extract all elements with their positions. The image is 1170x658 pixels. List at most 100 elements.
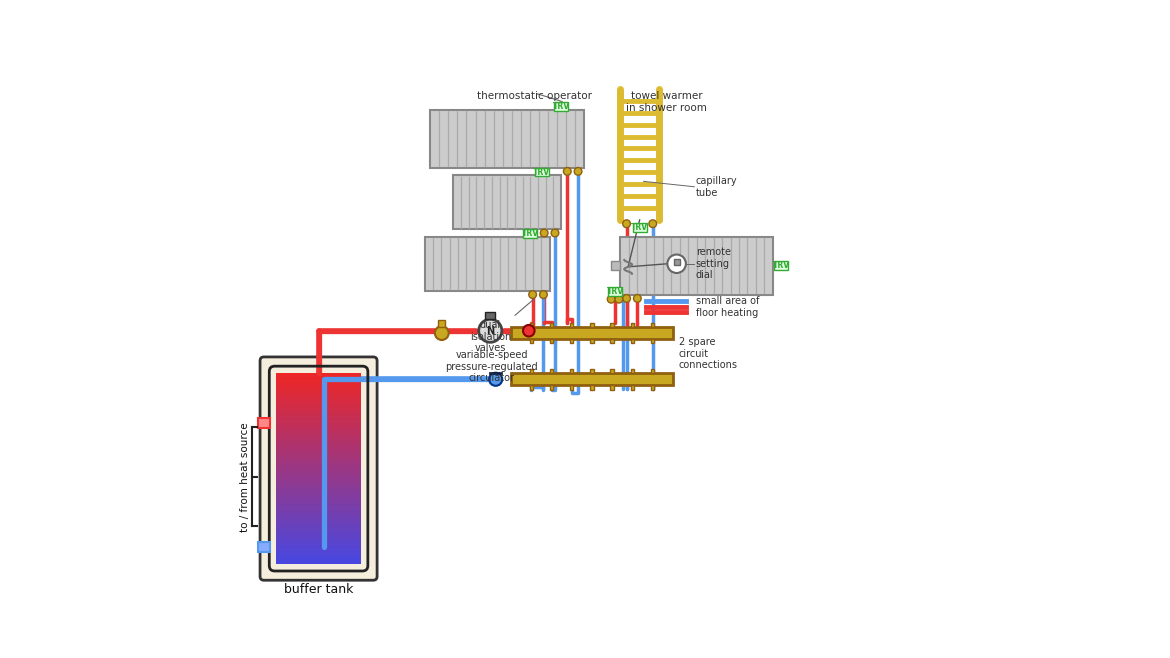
Bar [276,561,360,564]
Bar [276,454,360,457]
Text: dual
isolation
valves: dual isolation valves [469,299,535,353]
Bar [276,549,360,552]
Bar [486,313,495,319]
Bar [276,507,360,509]
Text: buffer tank: buffer tank [284,583,353,596]
Bar [276,547,360,549]
Bar [276,406,360,409]
Bar [276,378,360,380]
Circle shape [541,229,548,237]
Text: TRV: TRV [534,168,550,176]
Circle shape [435,326,449,340]
Bar [276,526,360,528]
Bar [611,261,620,270]
Bar [276,497,360,499]
Bar [257,418,270,428]
Bar [276,449,360,452]
Bar [276,466,360,468]
Bar [276,554,360,557]
Bar [276,542,360,545]
Bar [276,538,360,540]
Circle shape [607,295,615,303]
Bar [276,399,360,402]
Text: to / from heat source: to / from heat source [240,422,249,532]
Circle shape [574,168,581,175]
Circle shape [622,295,631,302]
Bar [570,386,573,390]
Bar [276,428,360,430]
Bar [276,473,360,476]
Bar [550,386,553,390]
Text: small area of
floor heating: small area of floor heating [696,296,759,318]
Text: TRV: TRV [522,229,539,238]
Bar [276,435,360,438]
Bar [276,540,360,543]
Text: TRV: TRV [552,102,570,111]
Bar [276,557,360,559]
Bar [550,322,553,327]
Bar [511,373,673,386]
Circle shape [479,319,502,342]
Text: 2 spare
circuit
connections: 2 spare circuit connections [679,337,738,370]
Bar [523,230,537,238]
Bar [257,542,270,552]
Bar [550,340,553,343]
Bar [276,382,360,385]
Bar [633,223,647,232]
Text: remote
setting
dial: remote setting dial [696,247,731,280]
Bar [276,492,360,495]
Bar [276,468,360,471]
Bar [276,390,360,392]
Bar [276,502,360,505]
Bar [276,423,360,426]
Text: N: N [487,326,495,336]
Bar [590,386,593,390]
Text: capillary
tube: capillary tube [696,176,737,197]
Bar [276,438,360,440]
Bar [276,375,360,378]
Bar [276,418,360,421]
Circle shape [633,295,641,302]
Bar [276,478,360,480]
Bar [276,385,360,388]
Bar [276,523,360,526]
Bar [276,495,360,497]
Circle shape [667,255,686,273]
Bar [535,168,549,176]
Bar [276,464,360,467]
Bar [276,442,360,445]
Bar [276,413,360,416]
Bar [611,369,614,373]
Text: TRV: TRV [606,287,624,296]
Bar [276,425,360,428]
Bar [570,322,573,327]
Bar [276,445,360,447]
Bar [276,430,360,433]
Bar [276,420,360,423]
Bar [590,340,593,343]
Text: variable-speed
pressure-regulated
circulator: variable-speed pressure-regulated circul… [446,350,538,383]
Bar [276,401,360,404]
Bar [651,322,654,327]
Bar [651,386,654,390]
Bar [453,175,562,229]
Bar [276,511,360,514]
Bar [631,369,634,373]
Bar [555,103,569,111]
Bar [775,261,789,270]
Bar [651,340,654,343]
Bar [276,411,360,414]
Bar [276,470,360,473]
Bar [276,545,360,547]
Bar [439,320,446,327]
Bar [276,533,360,536]
Bar [276,519,360,521]
Bar [674,259,680,265]
Bar [276,509,360,511]
Bar [651,369,654,373]
Bar [276,440,360,442]
Bar [276,521,360,524]
Circle shape [564,168,571,175]
Bar [276,552,360,555]
Bar [276,504,360,507]
